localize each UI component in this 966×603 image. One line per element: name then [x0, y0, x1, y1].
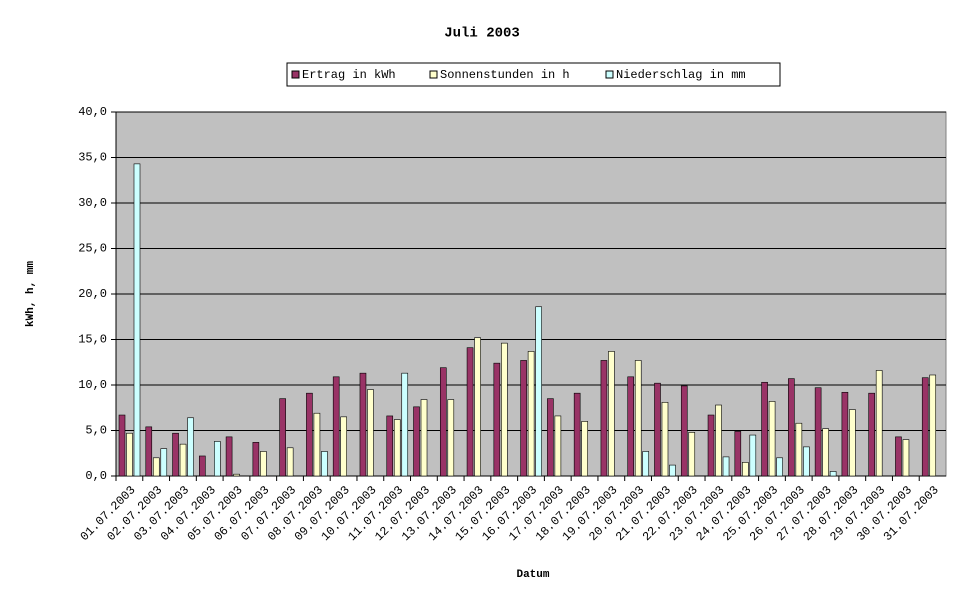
bar: [133, 163, 141, 477]
bar: [386, 415, 394, 477]
bar: [466, 347, 474, 477]
bar: [661, 401, 669, 477]
x-axis-label: Datum: [516, 569, 549, 581]
bar: [600, 360, 608, 477]
bar: [527, 351, 535, 477]
bar: [722, 456, 730, 477]
bar: [332, 376, 340, 477]
bar: [715, 404, 722, 477]
bar: [520, 360, 527, 477]
legend-swatch: [291, 70, 300, 79]
legend-box: [286, 62, 781, 87]
bar: [608, 351, 615, 477]
chart-title: Juli 2003: [444, 26, 520, 42]
bar: [359, 372, 367, 477]
bar: [742, 462, 749, 477]
bar: [902, 439, 910, 477]
y-tick-label: 20,0: [78, 287, 107, 301]
legend-label: Niederschlag in mm: [616, 68, 746, 82]
bar: [260, 451, 267, 477]
y-tick-label: 15,0: [78, 333, 107, 347]
bar: [501, 342, 508, 477]
bar: [921, 377, 929, 477]
bar: [535, 306, 542, 477]
bar: [707, 414, 715, 477]
bar: [214, 441, 221, 477]
bar: [680, 385, 688, 477]
bar: [929, 374, 937, 477]
bar: [768, 401, 776, 477]
bar: [849, 409, 856, 477]
bar: [829, 471, 837, 477]
y-tick-label: 10,0: [78, 378, 107, 392]
bar: [252, 442, 260, 477]
bar: [313, 412, 321, 477]
bar: [795, 422, 803, 477]
bar: [118, 414, 126, 477]
y-tick-label: 0,0: [85, 469, 107, 483]
bar: [669, 464, 676, 477]
bar: [788, 378, 795, 477]
bar: [126, 432, 133, 477]
bar: [152, 457, 160, 477]
bar: [401, 372, 409, 477]
bar: [439, 367, 447, 477]
bar: [393, 419, 401, 477]
bar: [803, 446, 810, 477]
bar: [179, 443, 187, 477]
bar: [822, 428, 829, 477]
y-tick-label: 40,0: [78, 105, 107, 119]
bar: [688, 432, 696, 477]
bar: [172, 432, 179, 477]
legend-swatch: [605, 70, 614, 79]
bar: [340, 416, 347, 477]
bar: [776, 457, 783, 477]
bar: [420, 399, 428, 477]
bar: [233, 473, 240, 477]
bar: [895, 436, 902, 477]
bar: [367, 389, 374, 477]
bar: [199, 455, 206, 477]
bar: [734, 431, 742, 477]
bar: [761, 381, 768, 477]
bar: [554, 415, 562, 477]
y-axis-label: kWh, h, mm: [25, 261, 37, 327]
y-tick-label: 5,0: [85, 424, 107, 438]
bar: [654, 382, 661, 477]
bar: [581, 421, 588, 477]
bar: [413, 406, 420, 477]
bar: [306, 392, 313, 477]
bar: [547, 398, 554, 477]
bar: [841, 391, 849, 477]
bar: [627, 376, 635, 477]
bar: [493, 362, 501, 477]
y-tick-label: 25,0: [78, 242, 107, 256]
legend-swatch: [429, 70, 438, 79]
bar: [279, 398, 286, 477]
legend-label: Sonnenstunden in h: [440, 68, 570, 82]
bar: [642, 451, 650, 477]
bar: [573, 392, 581, 477]
bar: [447, 399, 455, 477]
bar: [875, 370, 883, 477]
bar: [749, 434, 757, 477]
bar: [145, 426, 153, 477]
bar: [634, 360, 642, 477]
bar: [160, 448, 168, 477]
bar: [187, 417, 194, 477]
bar: [814, 387, 822, 477]
bar: [321, 451, 328, 477]
bar: [225, 436, 233, 477]
bar: [286, 447, 294, 477]
bar: [868, 392, 875, 477]
y-tick-label: 35,0: [78, 151, 107, 165]
bar: [474, 337, 481, 477]
legend-label: Ertrag in kWh: [302, 68, 396, 82]
y-tick-label: 30,0: [78, 196, 107, 210]
